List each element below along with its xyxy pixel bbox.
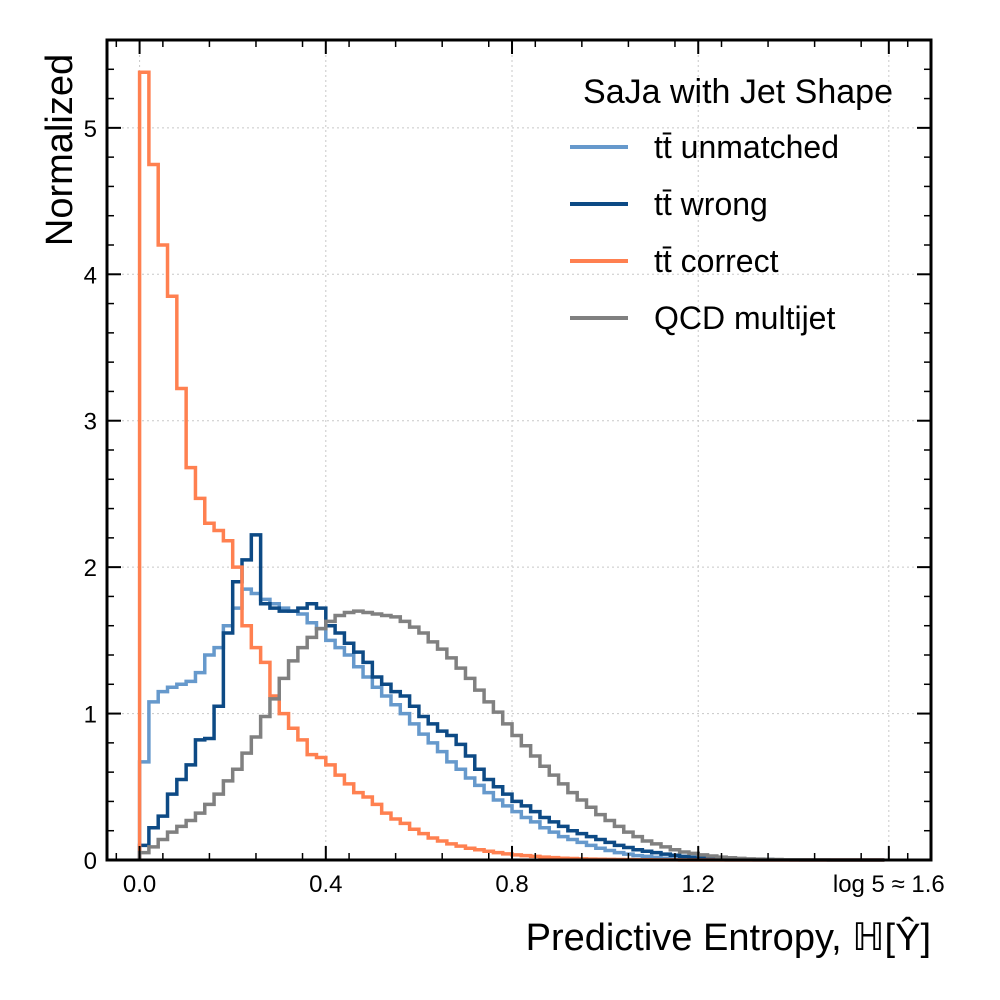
legend-label: QCD multijet — [654, 300, 835, 336]
x-axis-title: Predictive Entropy, ℍ[Ŷ] — [526, 916, 931, 959]
x-tick-label: 0.0 — [123, 871, 156, 898]
legend-title: SaJa with Jet Shape — [583, 73, 893, 111]
y-tick-label: 0 — [84, 848, 97, 875]
x-tick-label-log5: log 5 ≈ 1.6 — [833, 871, 945, 898]
legend: SaJa with Jet Shape tt̄ unmatched tt̄ wro… — [570, 73, 893, 336]
grid — [107, 40, 931, 860]
y-tick-label: 5 — [84, 116, 97, 143]
y-axis-title: Normalized — [39, 54, 81, 246]
y-tick-label: 4 — [84, 262, 97, 289]
legend-label: tt̄ wrong — [654, 186, 768, 222]
x-tick-label: 0.8 — [495, 871, 528, 898]
y-tick-label: 1 — [84, 702, 97, 729]
y-tick-label: 3 — [84, 409, 97, 436]
legend-label: tt̄ correct — [654, 243, 779, 279]
plot-frame — [105, 38, 933, 862]
legend-label: tt̄ unmatched — [654, 129, 839, 165]
y-tick-label: 2 — [84, 555, 97, 582]
x-tick-label: 0.4 — [309, 871, 342, 898]
x-tick-label: 1.2 — [682, 871, 715, 898]
axis-ticks: 0.0 0.4 0.8 1.2 log 5 ≈ 1.6 0 1 2 3 4 5 — [84, 40, 945, 898]
